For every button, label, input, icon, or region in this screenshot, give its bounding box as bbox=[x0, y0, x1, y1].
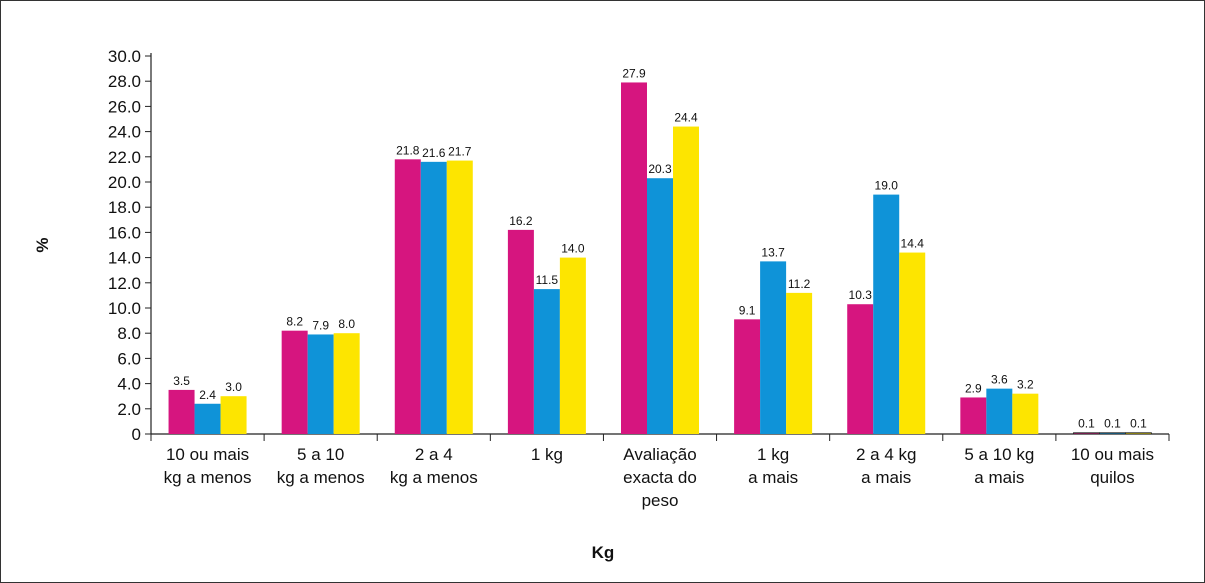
data-label: 0.1 bbox=[1104, 417, 1121, 431]
x-tick-label: 10 ou mais bbox=[166, 445, 249, 464]
data-label: 14.0 bbox=[561, 242, 585, 256]
bar bbox=[420, 161, 447, 434]
y-tick-label: 4.0 bbox=[117, 375, 141, 394]
y-tick-label: 18.0 bbox=[108, 198, 141, 217]
data-label: 2.9 bbox=[965, 381, 982, 395]
y-tick-label: 20.0 bbox=[108, 173, 141, 192]
x-tick-label: a mais bbox=[748, 468, 798, 487]
data-label: 21.6 bbox=[422, 146, 446, 160]
bar bbox=[194, 403, 221, 434]
x-tick-label: a mais bbox=[861, 468, 911, 487]
bar bbox=[760, 261, 787, 434]
y-tick-label: 12.0 bbox=[108, 274, 141, 293]
x-axis-title: Kg bbox=[592, 543, 615, 562]
bar bbox=[1012, 393, 1039, 434]
bar bbox=[1073, 432, 1100, 435]
data-label: 0.1 bbox=[1078, 417, 1095, 431]
x-tick-label: 1 kg bbox=[757, 445, 789, 464]
bar bbox=[394, 159, 421, 434]
data-label: 20.3 bbox=[648, 162, 672, 176]
x-tick-label: exacta do bbox=[623, 468, 697, 487]
x-tick-label: 5 a 10 kg bbox=[964, 445, 1034, 464]
bar bbox=[1099, 432, 1126, 435]
x-tick-label: peso bbox=[642, 491, 679, 510]
x-tick-label: 5 a 10 bbox=[297, 445, 344, 464]
x-tick-label: kg a menos bbox=[164, 468, 252, 487]
data-label: 8.2 bbox=[286, 315, 303, 329]
data-label: 10.3 bbox=[849, 288, 873, 302]
data-label: 13.7 bbox=[761, 245, 785, 259]
bar bbox=[673, 126, 699, 434]
data-label: 9.1 bbox=[739, 303, 756, 317]
bar bbox=[559, 257, 586, 434]
x-tick-label: 2 a 4 bbox=[415, 445, 453, 464]
data-label: 3.5 bbox=[173, 374, 190, 388]
x-tick-label: 1 kg bbox=[531, 445, 563, 464]
y-tick-label: 22.0 bbox=[108, 148, 141, 167]
x-tick-label: kg a menos bbox=[277, 468, 365, 487]
bar bbox=[899, 252, 926, 434]
data-label: 0.1 bbox=[1130, 417, 1147, 431]
bar bbox=[507, 229, 534, 434]
y-tick-label: 10.0 bbox=[108, 299, 141, 318]
bar bbox=[307, 334, 334, 434]
x-tick-label: kg a menos bbox=[390, 468, 478, 487]
data-label: 27.9 bbox=[622, 66, 646, 80]
data-label: 11.2 bbox=[788, 277, 811, 291]
y-tick-label: 14.0 bbox=[108, 249, 141, 268]
bar bbox=[333, 333, 360, 434]
data-label: 3.6 bbox=[991, 373, 1008, 387]
x-tick-label: 10 ou mais bbox=[1071, 445, 1154, 464]
y-axis-title: % bbox=[33, 237, 52, 252]
bar bbox=[647, 178, 673, 434]
bar bbox=[1125, 432, 1152, 435]
data-label: 8.0 bbox=[338, 317, 355, 331]
y-tick-label: 28.0 bbox=[108, 72, 141, 91]
y-tick-label: 0 bbox=[132, 425, 141, 444]
data-label: 21.7 bbox=[448, 145, 472, 159]
y-tick-label: 24.0 bbox=[108, 123, 141, 142]
y-tick-label: 16.0 bbox=[108, 223, 141, 242]
x-tick-label: Avaliação bbox=[623, 445, 696, 464]
data-label: 16.2 bbox=[509, 214, 533, 228]
data-label: 2.4 bbox=[199, 388, 216, 402]
bar bbox=[786, 292, 813, 434]
y-tick-label: 26.0 bbox=[108, 97, 141, 116]
y-tick-label: 6.0 bbox=[117, 349, 141, 368]
bar bbox=[281, 330, 308, 434]
bar bbox=[621, 82, 647, 435]
bar bbox=[960, 397, 987, 434]
y-tick-label: 2.0 bbox=[117, 400, 141, 419]
bar bbox=[986, 388, 1013, 434]
y-tick-label: 30.0 bbox=[108, 47, 141, 66]
data-label: 3.0 bbox=[225, 380, 242, 394]
bar bbox=[168, 389, 195, 434]
bar bbox=[533, 289, 560, 434]
data-label: 7.9 bbox=[312, 318, 329, 332]
data-label: 21.8 bbox=[396, 143, 420, 157]
bar bbox=[446, 160, 473, 434]
data-label: 24.4 bbox=[674, 111, 698, 125]
y-tick-label: 8.0 bbox=[117, 324, 141, 343]
data-label: 14.4 bbox=[901, 237, 925, 251]
x-tick-label: 2 a 4 kg bbox=[856, 445, 917, 464]
x-tick-label: quilos bbox=[1090, 468, 1134, 487]
data-label: 19.0 bbox=[875, 179, 899, 193]
bar bbox=[734, 319, 761, 434]
bar bbox=[873, 194, 900, 434]
bar bbox=[220, 396, 247, 434]
data-label: 3.2 bbox=[1017, 378, 1034, 392]
x-tick-label: a mais bbox=[974, 468, 1024, 487]
data-label: 11.5 bbox=[536, 273, 559, 287]
bar bbox=[847, 304, 874, 434]
